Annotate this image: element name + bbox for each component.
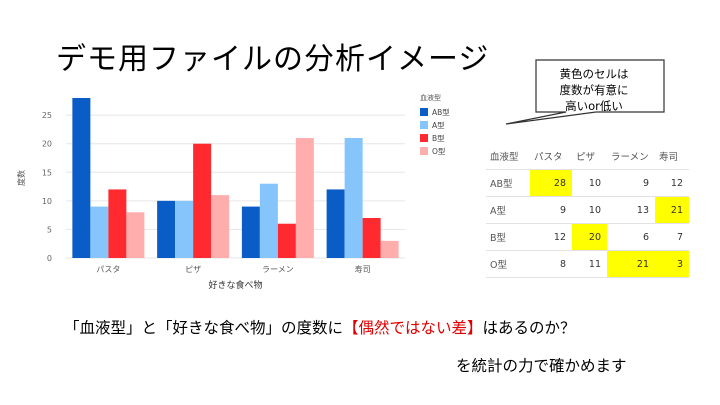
slide-title: デモ用ファイルの分析イメージ bbox=[56, 42, 490, 77]
bar bbox=[344, 138, 363, 258]
bar bbox=[193, 143, 212, 258]
table-cell: 3 bbox=[655, 250, 689, 278]
bar bbox=[259, 183, 278, 258]
y-tick-label: 0 bbox=[47, 254, 52, 263]
table-cell: 28 bbox=[530, 169, 572, 197]
x-tick-label: パスタ bbox=[96, 265, 120, 274]
bar bbox=[326, 189, 345, 258]
y-tick-labels: 0 5 10 15 20 25 bbox=[42, 111, 52, 263]
y-axis-label: 度数 bbox=[16, 170, 26, 186]
table-row-label: A型 bbox=[486, 196, 530, 224]
bar bbox=[175, 200, 194, 258]
bar bbox=[211, 195, 230, 258]
table-row: O型 8 11 21 3 bbox=[486, 250, 689, 278]
legend-swatch bbox=[420, 108, 428, 116]
bar bbox=[277, 223, 296, 258]
table-header-cell: ピザ bbox=[572, 143, 607, 170]
table-header-cell: パスタ bbox=[530, 143, 572, 170]
conclusion-text: を統計の力で確かめます bbox=[456, 357, 627, 375]
callout-line: 度数が有意に bbox=[559, 83, 629, 97]
x-tick-label: ラーメン bbox=[262, 265, 294, 274]
y-tick-label: 25 bbox=[42, 111, 52, 120]
question-pre: 「血液型」と「好きな食べ物」の度数に bbox=[64, 319, 344, 337]
table-cell: 6 bbox=[607, 223, 655, 251]
x-tick-labels: パスタ ピザ ラーメン 寿司 bbox=[96, 264, 370, 274]
table-cell: 13 bbox=[607, 196, 655, 224]
table-row-label: AB型 bbox=[486, 169, 530, 197]
bar bbox=[126, 212, 145, 258]
x-axis-label: 好きな食べ物 bbox=[208, 279, 262, 291]
table-cell: 10 bbox=[572, 169, 607, 197]
bar-chart: 0 5 10 15 20 25 パスタ ピザ ラーメン 寿司 血液型 AB型 A型 B型 O型 度数 好… bbox=[16, 93, 450, 291]
question-emphasis: 【偶然ではない差】 bbox=[343, 319, 483, 337]
bar bbox=[90, 206, 109, 258]
table-cell: 21 bbox=[607, 250, 655, 278]
bar bbox=[72, 98, 91, 258]
legend-label: A型 bbox=[432, 121, 445, 130]
table-cell: 20 bbox=[572, 223, 607, 251]
table-header-row: 血液型 パスタ ピザ ラーメン 寿司 bbox=[486, 143, 689, 170]
chart-bars bbox=[72, 98, 399, 258]
table-row-label: O型 bbox=[486, 250, 530, 278]
legend-swatch bbox=[420, 147, 428, 155]
table-row: AB型 28 10 9 12 bbox=[486, 169, 689, 197]
table-cell: 10 bbox=[572, 196, 607, 224]
table-cell: 8 bbox=[530, 250, 572, 278]
bar bbox=[241, 206, 260, 258]
chart-legend: 血液型 AB型 A型 B型 O型 bbox=[420, 93, 450, 156]
table-header-cell: 血液型 bbox=[486, 143, 530, 170]
x-tick-label: 寿司 bbox=[355, 264, 371, 274]
question-post: はあるのか？ bbox=[482, 319, 576, 337]
y-tick-label: 15 bbox=[42, 168, 52, 177]
bar bbox=[157, 200, 176, 258]
bar bbox=[295, 138, 314, 258]
callout-bubble bbox=[505, 59, 665, 125]
table-header-cell: 寿司 bbox=[655, 143, 689, 170]
bar bbox=[108, 189, 127, 258]
legend-label: B型 bbox=[432, 134, 445, 143]
bar bbox=[362, 218, 381, 258]
legend-label: AB型 bbox=[432, 108, 450, 117]
question-text: 「血液型」と「好きな食べ物」の度数に【偶然ではない差】はあるのか？ bbox=[64, 316, 576, 338]
y-tick-label: 20 bbox=[42, 140, 52, 149]
table-row-label: B型 bbox=[486, 223, 530, 251]
table-cell: 12 bbox=[530, 223, 572, 251]
crosstab-table: 血液型 パスタ ピザ ラーメン 寿司 AB型 28 10 9 12 A型 9 10 13 21 B型… bbox=[486, 143, 689, 278]
table-row: A型 9 10 13 21 bbox=[486, 196, 689, 224]
table-cell: 11 bbox=[572, 250, 607, 278]
legend-title: 血液型 bbox=[420, 93, 441, 102]
table-cell: 9 bbox=[607, 169, 655, 197]
table-row: B型 12 20 6 7 bbox=[486, 223, 689, 251]
legend-swatch bbox=[420, 121, 428, 129]
legend-label: O型 bbox=[432, 147, 446, 156]
table-cell: 21 bbox=[655, 196, 689, 224]
table-header-cell: ラーメン bbox=[607, 143, 655, 170]
y-tick-label: 5 bbox=[47, 225, 52, 234]
callout-text: 黄色のセルは 度数が有意に 高いor低い bbox=[538, 66, 650, 114]
table-cell: 12 bbox=[655, 169, 689, 197]
x-tick-label: ピザ bbox=[185, 265, 201, 274]
callout-line: 黄色のセルは bbox=[559, 67, 629, 81]
legend-swatch bbox=[420, 134, 428, 142]
table-cell: 7 bbox=[655, 223, 689, 251]
y-tick-label: 10 bbox=[42, 197, 52, 206]
callout-line: 高いor低い bbox=[565, 99, 623, 113]
table-cell: 9 bbox=[530, 196, 572, 224]
bar bbox=[380, 240, 399, 258]
